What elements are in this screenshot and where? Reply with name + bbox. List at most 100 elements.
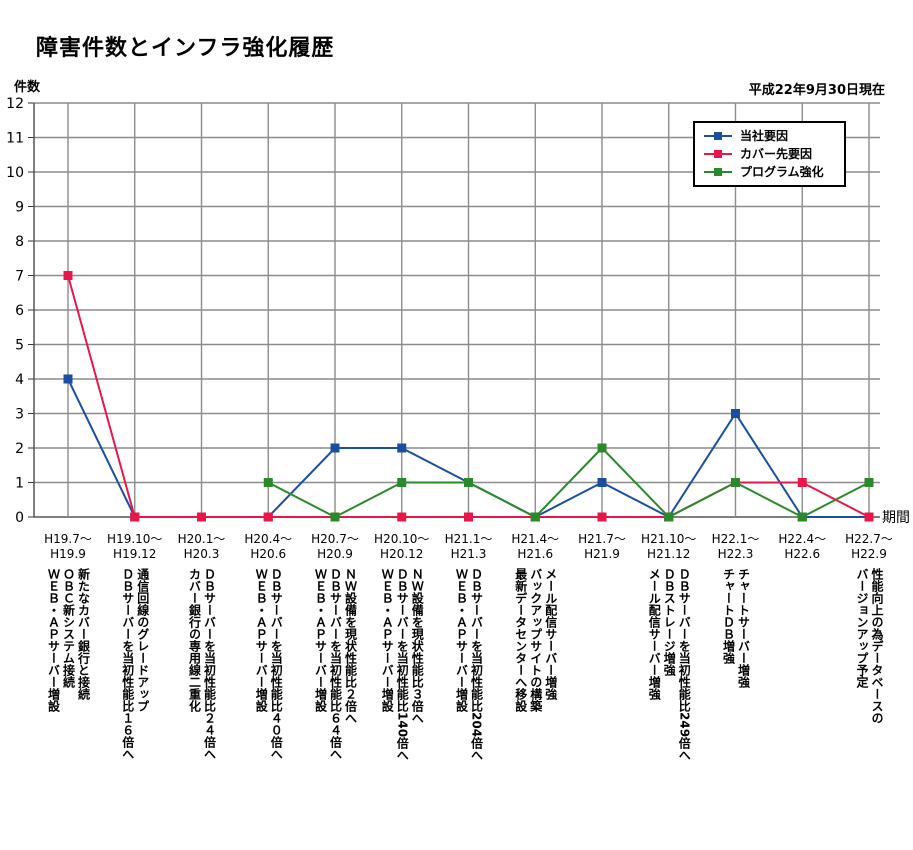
data-point-marker [464, 512, 473, 522]
chart-title: 障害件数とインフラ強化履歴 [36, 36, 335, 61]
data-point-marker [397, 443, 407, 453]
annotation-line: チャートサーバー増強 [736, 568, 751, 688]
y-tick-label: 3 [15, 407, 24, 423]
data-point-marker [197, 512, 206, 522]
data-point-marker [864, 512, 874, 522]
annotation-line: バージョンアップ予定 [855, 568, 869, 688]
data-point-marker [330, 512, 340, 522]
annotation-line: 通信回線のグレードアップ [135, 568, 150, 712]
x-tick-label: H22.3 [718, 547, 754, 561]
x-tick-label: H21.10～ [641, 532, 696, 546]
annotation-line: 性能向上の為データベースの [870, 568, 884, 724]
y-tick-label: 0 [15, 510, 24, 526]
y-tick-label: 5 [15, 338, 24, 354]
data-point-marker [597, 478, 607, 487]
y-tick-label: 6 [15, 303, 24, 319]
data-point-marker [464, 478, 473, 487]
annotation-line: ＤＢサーバーを当初性能比１６倍へ [120, 568, 135, 760]
x-tick-label: H19.10～ [107, 532, 162, 546]
annotation-line: ＷＥＢ・ＡＰサーバー増設 [254, 568, 269, 712]
legend-label: 当社要因 [740, 128, 788, 143]
annotation-line: ＷＥＢ・ＡＰサーバー増設 [46, 568, 61, 712]
period-annotation: ＮＷ設備を現状性能比３倍へ ＤＢサーバーを当初性能比140倍へ ＷＥＢ・ＡＰサーバー… [379, 568, 424, 761]
annotation-line: ＤＢサーバーを当初性能比６４倍へ [328, 568, 343, 760]
annotation-line: ＮＷ設備を現状性能比２倍へ [343, 568, 358, 724]
annotation-line: ＮＷ設備を現状性能比３倍へ [410, 568, 425, 724]
annotation-line: ＤＢサーバーを当初性能比140倍へ [395, 568, 410, 762]
data-point-marker [597, 512, 607, 522]
data-point-marker [530, 512, 540, 522]
data-point-marker [664, 512, 674, 522]
period-annotation: 新たなカバー銀行と接続 ＯＢＣ新システム接続 ＷＥＢ・ＡＰサーバー増設 [46, 568, 91, 712]
legend-marker [714, 150, 722, 158]
y-tick-label: 10 [6, 165, 24, 181]
annotation-line: チャートＤＢ増強 [721, 568, 736, 664]
data-point-marker [597, 443, 607, 453]
x-tick-label: H22.4～ [778, 532, 826, 546]
data-point-marker [797, 512, 807, 522]
x-tick-label: H22.6 [784, 547, 820, 561]
period-annotation: チャートサーバー増強 チャートＤＢ増強 [721, 568, 751, 688]
annotation-line: ＤＢサーバーを当初性能比２４倍へ [202, 568, 217, 760]
annotation-line: ＷＥＢ・ＡＰサーバー増設 [380, 568, 395, 712]
annotation-line: ＷＥＢ・ＡＰサーバー増設 [454, 568, 469, 712]
x-tick-label: H19.9 [50, 547, 86, 561]
legend-marker [714, 132, 722, 140]
y-tick-label: 4 [15, 372, 24, 388]
x-tick-label: H20.10～ [374, 532, 429, 546]
data-point-marker [63, 374, 73, 384]
legend-label: カバー先要因 [740, 146, 812, 161]
data-point-marker [797, 478, 807, 487]
period-annotation: ＤＢサーバーを当初性能比２４倍へ カバー銀行の専用線二重化 [187, 568, 217, 760]
annotation-line: ＯＢＣ新システム接続 [61, 568, 76, 688]
data-point-marker [731, 409, 740, 418]
x-tick-label: H21.1～ [445, 532, 493, 546]
annotation-line: ＤＢストレージ増強 [662, 568, 677, 676]
annotation-line: メール配信サーバー増強 [543, 568, 558, 700]
x-tick-label: H20.1～ [178, 532, 226, 546]
legend-label: プログラム強化 [740, 164, 824, 179]
data-point-marker [263, 512, 273, 522]
data-point-marker [731, 478, 740, 487]
y-tick-label: 11 [6, 131, 24, 147]
period-annotation: 通信回線のグレードアップ ＤＢサーバーを当初性能比１６倍へ [120, 568, 150, 760]
annotation-line: メール配信サーバー増強 [647, 568, 662, 700]
x-tick-label: H21.12 [647, 547, 690, 561]
annotation-line: バックアップサイトの構築 [528, 568, 543, 712]
x-tick-label: H21.9 [584, 547, 620, 561]
legend-marker [714, 168, 722, 176]
x-tick-label: H20.6 [250, 547, 286, 561]
period-annotation: ＤＢサーバーを当初性能比204倍へ ＷＥＢ・ＡＰサーバー増設 [454, 568, 484, 761]
x-tick-label: H19.12 [113, 547, 156, 561]
annotation-line: 最新データセンターへ移設 [513, 568, 528, 712]
annotation-line: ＷＥＢ・ＡＰサーバー増設 [313, 568, 328, 712]
y-tick-label: 2 [15, 441, 24, 457]
data-point-marker [330, 443, 340, 453]
as-of-date: 平成22年9月30日現在 [748, 83, 885, 98]
y-tick-label: 7 [15, 269, 24, 285]
x-tick-label: H21.3 [451, 547, 487, 561]
x-tick-label: H20.3 [184, 547, 220, 561]
x-tick-label: H21.7～ [578, 532, 626, 546]
x-axis-label: 期間 [882, 510, 910, 526]
data-point-marker [864, 478, 874, 487]
x-tick-label: H20.12 [380, 547, 423, 561]
x-tick-label: H22.7～ [845, 532, 893, 546]
x-tick-label: H22.1～ [712, 532, 760, 546]
annotation-line: 新たなカバー銀行と接続 [76, 568, 91, 700]
x-tick-label: H22.9 [851, 547, 887, 561]
y-axis-label: 件数 [14, 80, 41, 95]
annotation-line: ＤＢサーバーを当初性能比204倍へ [469, 568, 484, 762]
period-annotation: 性能向上の為データベースの バージョンアップ予定 [854, 568, 884, 724]
data-point-marker [263, 478, 273, 487]
y-tick-label: 1 [15, 476, 24, 492]
period-annotation: ＮＷ設備を現状性能比２倍へ ＤＢサーバーを当初性能比６４倍へ ＷＥＢ・ＡＰサーバー増… [313, 568, 358, 760]
annotation-line: ＤＢサーバーを当初性能比４０倍へ [269, 568, 284, 760]
data-point-marker [63, 271, 73, 280]
annotation-line: カバー銀行の専用線二重化 [187, 568, 202, 712]
x-tick-label: H21.6 [517, 547, 553, 561]
annotation-line: ＤＢサーバーを当初性能比249倍へ [677, 568, 692, 762]
x-tick-label: H19.7～ [44, 532, 92, 546]
x-tick-label: H21.4～ [511, 532, 559, 546]
